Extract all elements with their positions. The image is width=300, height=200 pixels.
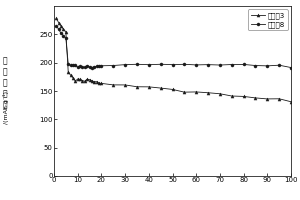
实施契8 bbox=[71, 64, 75, 67]
对比契3 bbox=[90, 80, 94, 82]
对比契3 bbox=[95, 80, 98, 83]
对比契3 bbox=[88, 78, 92, 81]
实施契8 bbox=[266, 65, 269, 67]
对比契3 bbox=[55, 17, 58, 20]
对比契3 bbox=[254, 97, 257, 99]
实施契8 bbox=[135, 63, 139, 65]
对比契3 bbox=[69, 74, 72, 76]
对比契3 bbox=[242, 95, 245, 98]
实施契8 bbox=[147, 63, 151, 66]
对比契3 bbox=[266, 98, 269, 100]
实施契8 bbox=[57, 28, 61, 31]
Text: 放
电
比
容
量: 放 电 比 容 量 bbox=[3, 56, 8, 109]
实施契8 bbox=[242, 63, 245, 66]
实施契8 bbox=[171, 63, 174, 66]
实施契8 bbox=[159, 63, 163, 65]
实施契8 bbox=[78, 65, 82, 67]
实施契8 bbox=[62, 34, 65, 37]
实施契8 bbox=[81, 66, 84, 68]
实施契8 bbox=[112, 64, 115, 67]
对比契3 bbox=[112, 84, 115, 86]
对比契3 bbox=[135, 86, 139, 88]
实施契8 bbox=[218, 64, 222, 66]
对比契3 bbox=[171, 88, 174, 91]
对比契3 bbox=[76, 78, 80, 80]
对比契3 bbox=[182, 91, 186, 93]
对比契3 bbox=[218, 93, 222, 95]
实施契8 bbox=[69, 64, 72, 67]
Line: 实施契8: 实施契8 bbox=[55, 24, 292, 69]
对比契3 bbox=[64, 31, 68, 33]
实施契8 bbox=[123, 63, 127, 66]
对比契3 bbox=[289, 101, 293, 103]
对比契3 bbox=[85, 78, 89, 80]
对比契3 bbox=[100, 82, 103, 85]
对比契3 bbox=[78, 78, 82, 81]
实施契8 bbox=[100, 65, 103, 67]
实施契8 bbox=[55, 25, 58, 27]
对比契3 bbox=[62, 28, 65, 30]
实施契8 bbox=[289, 66, 293, 69]
对比契3 bbox=[147, 86, 151, 88]
Line: 对比契3: 对比契3 bbox=[55, 17, 292, 103]
对比契3 bbox=[194, 91, 198, 93]
实施契8 bbox=[66, 63, 70, 65]
对比契3 bbox=[206, 92, 210, 94]
对比契3 bbox=[57, 22, 61, 24]
对比契3 bbox=[59, 25, 63, 27]
实施契8 bbox=[92, 65, 96, 68]
Text: /(mAh·g⁻¹): /(mAh·g⁻¹) bbox=[3, 91, 9, 124]
对比契3 bbox=[159, 87, 163, 89]
对比契3 bbox=[83, 80, 87, 82]
对比契3 bbox=[71, 76, 75, 79]
实施契8 bbox=[59, 32, 63, 35]
对比契3 bbox=[123, 84, 127, 86]
实施契8 bbox=[194, 64, 198, 66]
实施契8 bbox=[254, 64, 257, 67]
实施契8 bbox=[206, 63, 210, 66]
Legend: 对比契3, 实施契8: 对比契3, 实施契8 bbox=[248, 9, 287, 30]
实施契8 bbox=[277, 64, 281, 66]
实施契8 bbox=[85, 65, 89, 67]
实施契8 bbox=[64, 37, 68, 39]
对比契3 bbox=[74, 80, 77, 82]
对比契3 bbox=[66, 71, 70, 73]
对比契3 bbox=[277, 98, 281, 100]
对比契3 bbox=[97, 82, 101, 84]
实施契8 bbox=[83, 66, 87, 69]
实施契8 bbox=[182, 63, 186, 66]
实施契8 bbox=[95, 65, 98, 68]
实施契8 bbox=[76, 66, 80, 69]
实施契8 bbox=[74, 64, 77, 67]
对比契3 bbox=[81, 79, 84, 82]
实施契8 bbox=[90, 67, 94, 69]
实施契8 bbox=[88, 66, 92, 68]
实施契8 bbox=[97, 65, 101, 67]
对比契3 bbox=[230, 95, 234, 97]
对比契3 bbox=[92, 81, 96, 83]
实施契8 bbox=[230, 63, 234, 66]
